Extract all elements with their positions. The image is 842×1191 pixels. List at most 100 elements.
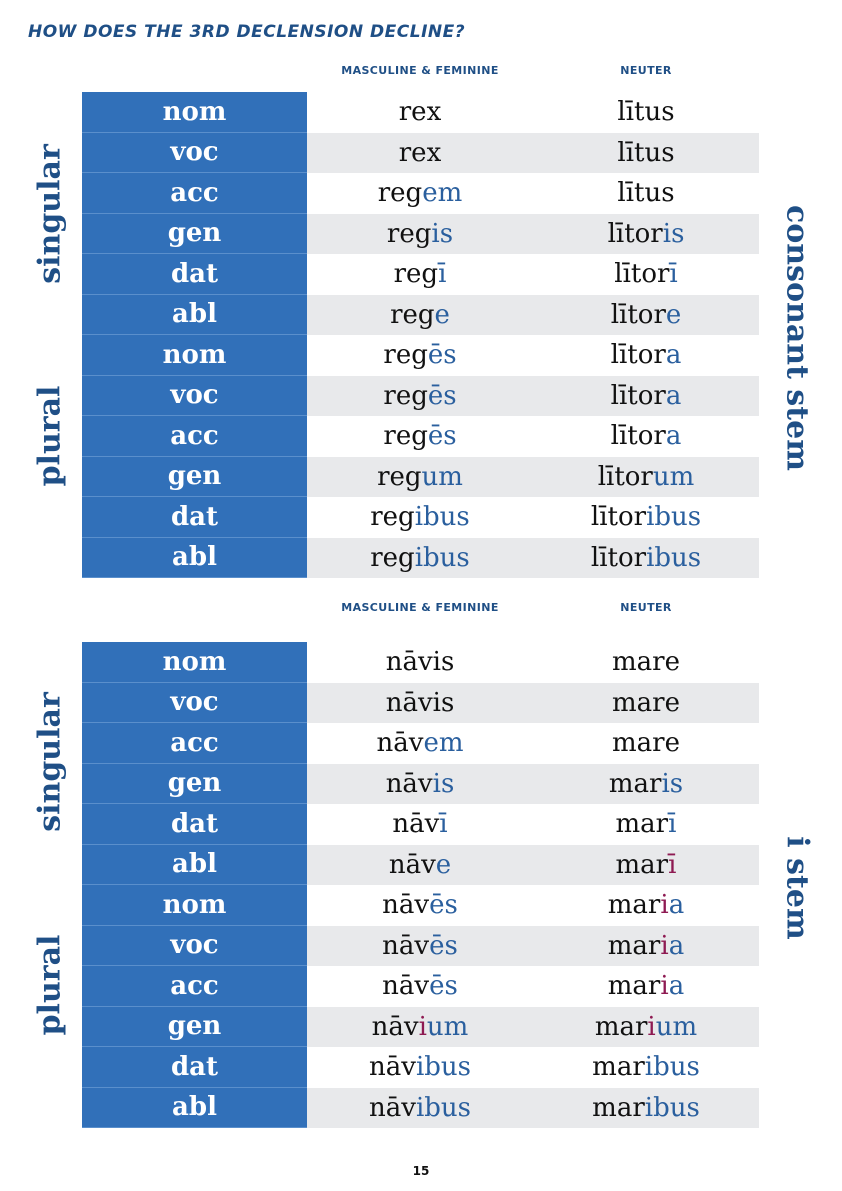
table-row: abl nāv e mar ī <box>82 844 759 885</box>
table-row: voc rex lītus <box>82 132 759 173</box>
masc-fem-form: reg em <box>307 173 533 214</box>
masc-fem-form: nāv ī <box>307 804 533 845</box>
neuter-form: mar ī <box>533 804 759 845</box>
masc-fem-form: nāv ēs <box>307 885 533 926</box>
case-label: acc <box>82 173 307 214</box>
stem: mar <box>592 1092 645 1123</box>
i-stem-marker: i <box>647 1011 656 1042</box>
stem: mar <box>608 768 662 799</box>
ending: um <box>655 1011 698 1042</box>
stem: reg <box>390 299 435 330</box>
masc-fem-form: nāv e <box>307 844 533 885</box>
masc-fem-form: reg ī <box>307 254 533 295</box>
stem: mar <box>607 930 661 961</box>
stem: mare <box>612 647 680 678</box>
masc-fem-form: reg ēs <box>307 375 533 416</box>
neuter-form: lītus <box>533 92 759 133</box>
stem: mar <box>594 1011 648 1042</box>
singular-label: singular <box>32 692 68 832</box>
case-label: abl <box>82 1087 307 1128</box>
stem: reg <box>370 542 415 573</box>
ending: a <box>665 340 682 371</box>
case-label: nom <box>82 335 307 376</box>
case-label: abl <box>82 294 307 335</box>
stem: mar <box>615 809 669 840</box>
neuter-form: lītor ibus <box>533 537 759 578</box>
neuter-form: lītus <box>533 173 759 214</box>
plural-label: plural <box>32 934 68 1036</box>
stem: reg <box>370 502 415 533</box>
stem: lītor <box>610 299 666 330</box>
table-row: acc nāv em mare <box>82 723 759 764</box>
stem: reg <box>377 461 422 492</box>
table-row: voc reg ēs lītor a <box>82 375 759 416</box>
ending: um <box>421 461 463 492</box>
ending: ibus <box>646 542 702 573</box>
table-row: dat nāv ī mar ī <box>82 804 759 845</box>
neuter-form: lītor a <box>533 375 759 416</box>
masc-fem-form: rex <box>307 132 533 173</box>
case-label: nom <box>82 92 307 133</box>
case-label: gen <box>82 763 307 804</box>
neuter-form: lītor a <box>533 416 759 457</box>
neuter-form: lītor ibus <box>533 497 759 538</box>
case-label: dat <box>82 1047 307 1088</box>
masc-fem-form: nāv ēs <box>307 966 533 1007</box>
masc-fem-form: reg ēs <box>307 416 533 457</box>
stem: lītor <box>610 380 666 411</box>
masc-fem-form: reg ēs <box>307 335 533 376</box>
case-label: dat <box>82 254 307 295</box>
stem: nāvis <box>385 687 455 718</box>
stem: mare <box>612 687 680 718</box>
neuter-form: mare <box>533 642 759 683</box>
stem: lītor <box>607 218 663 249</box>
stem: mar <box>607 971 661 1002</box>
table-row: dat reg ī lītor ī <box>82 254 759 295</box>
stem: nāv <box>369 1092 416 1123</box>
neuter-form: mar ī <box>533 844 759 885</box>
column-header-masculine-feminine: Masculine & Feminine <box>341 601 499 614</box>
masc-fem-form: rex <box>307 92 533 133</box>
table-row: nom reg ēs lītor a <box>82 335 759 376</box>
stem: lītor <box>610 340 666 371</box>
neuter-form: mar ibus <box>533 1047 759 1088</box>
masc-fem-form: reg um <box>307 456 533 497</box>
case-label: voc <box>82 925 307 966</box>
case-label: acc <box>82 966 307 1007</box>
table-row: gen nāv i um mar i um <box>82 1006 759 1047</box>
case-label: acc <box>82 723 307 764</box>
i-stem-marker: ī <box>668 849 677 880</box>
ending: is <box>661 768 684 799</box>
masc-fem-form: nāv ibus <box>307 1047 533 1088</box>
table-row: abl nāv ibus mar ibus <box>82 1087 759 1128</box>
case-label: dat <box>82 497 307 538</box>
case-label: nom <box>82 642 307 683</box>
case-label: gen <box>82 456 307 497</box>
ending: ibus <box>644 1092 700 1123</box>
stem: mar <box>592 1052 645 1083</box>
neuter-form: lītor a <box>533 335 759 376</box>
stem: reg <box>383 421 428 452</box>
ending: e <box>435 849 452 880</box>
ending: is <box>662 218 685 249</box>
table-row: abl reg ibus lītor ibus <box>82 537 759 578</box>
case-label: voc <box>82 375 307 416</box>
i-stem-marker: i <box>660 971 669 1002</box>
masc-fem-form: reg ibus <box>307 537 533 578</box>
stem: rex <box>398 97 442 128</box>
table-row: nom rex lītus <box>82 92 759 133</box>
stem: nāvis <box>385 647 455 678</box>
neuter-form: mar i a <box>533 925 759 966</box>
case-label: gen <box>82 1006 307 1047</box>
ending: em <box>422 178 463 209</box>
ending: ēs <box>427 340 457 371</box>
stem: lītor <box>597 461 653 492</box>
ending: em <box>423 728 464 759</box>
table-row: dat reg ibus lītor ibus <box>82 497 759 538</box>
stem: lītus <box>617 97 675 128</box>
table-row: nom nāvis mare <box>82 642 759 683</box>
ending: ibus <box>644 1052 700 1083</box>
table-row: abl reg e lītor e <box>82 294 759 335</box>
case-label: abl <box>82 844 307 885</box>
